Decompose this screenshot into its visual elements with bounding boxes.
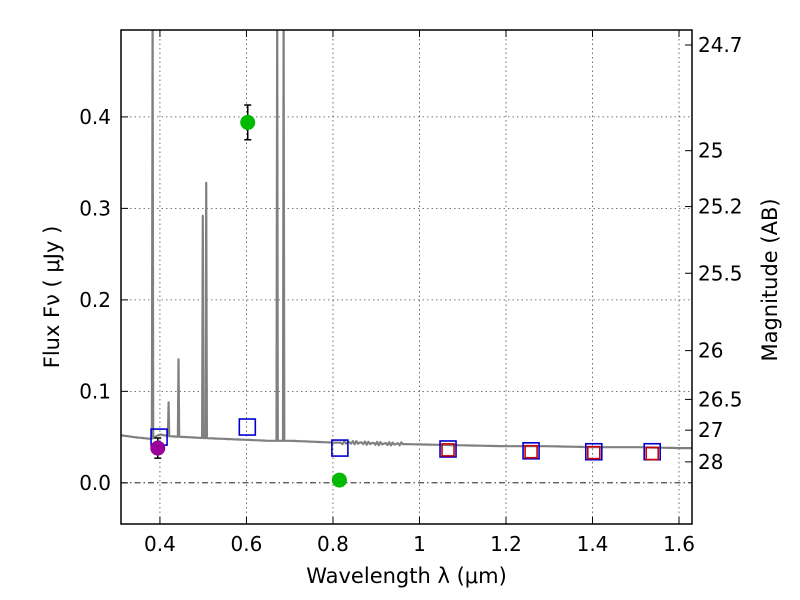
mag-tick-label: 26 [698, 339, 723, 363]
y-tick-label: 0.0 [79, 471, 111, 495]
upper-limit-square [645, 446, 660, 461]
x-tick-label: 1.6 [663, 532, 695, 556]
plot-frame [120, 29, 693, 525]
upper-limit-square [441, 443, 455, 457]
mag-tick-label: 27 [698, 418, 723, 442]
x-tick-label: 0.4 [144, 532, 176, 556]
mag-tick-label: 25 [698, 139, 723, 163]
detection-point [331, 472, 347, 488]
x-axis-title: Wavelength λ (μm) [306, 564, 507, 588]
y-tick-label: 0.3 [79, 196, 111, 220]
tick-layer: 0.4 0.6 0.8 1 1.2 1.4 1.6 0.0 0.1 0.2 0.3 0.4 24.7 25… [79, 30, 743, 556]
mag-tick-label: 25.5 [698, 261, 743, 285]
y-tick-label: 0.2 [79, 288, 111, 312]
model-photometry-square [522, 442, 540, 460]
x-tick-label: 0.8 [317, 532, 349, 556]
spectrum-line [121, 30, 692, 450]
upper-limit-square [524, 444, 538, 459]
detection-point [240, 114, 256, 130]
x-tick-label: 1.4 [577, 532, 609, 556]
model-photometry-square [439, 440, 457, 458]
x-tick-label: 1.2 [490, 532, 522, 556]
y-tick-label: 0.1 [79, 379, 111, 403]
u-band-point [150, 440, 166, 456]
spectrum-layer [121, 30, 692, 450]
mag-tick-label: 25.2 [698, 195, 743, 219]
x-tick-label: 1 [413, 532, 426, 556]
y2-axis-title: Magnitude (AB) [758, 198, 782, 361]
x-tick-label: 0.6 [231, 532, 263, 556]
model-photometry-square [331, 439, 349, 457]
model-photometry-square [585, 442, 603, 461]
grid [121, 30, 692, 524]
marker-layer [150, 104, 662, 488]
mag-tick-label: 26.5 [698, 387, 743, 411]
mag-tick-label: 28 [698, 450, 723, 474]
upper-limit-square [587, 445, 601, 460]
y-axis-title: Flux Fν ( μJy ) [40, 226, 64, 369]
model-photometry-square [238, 418, 257, 436]
y-tick-label: 0.4 [79, 105, 111, 129]
mag-tick-label: 24.7 [698, 33, 743, 57]
